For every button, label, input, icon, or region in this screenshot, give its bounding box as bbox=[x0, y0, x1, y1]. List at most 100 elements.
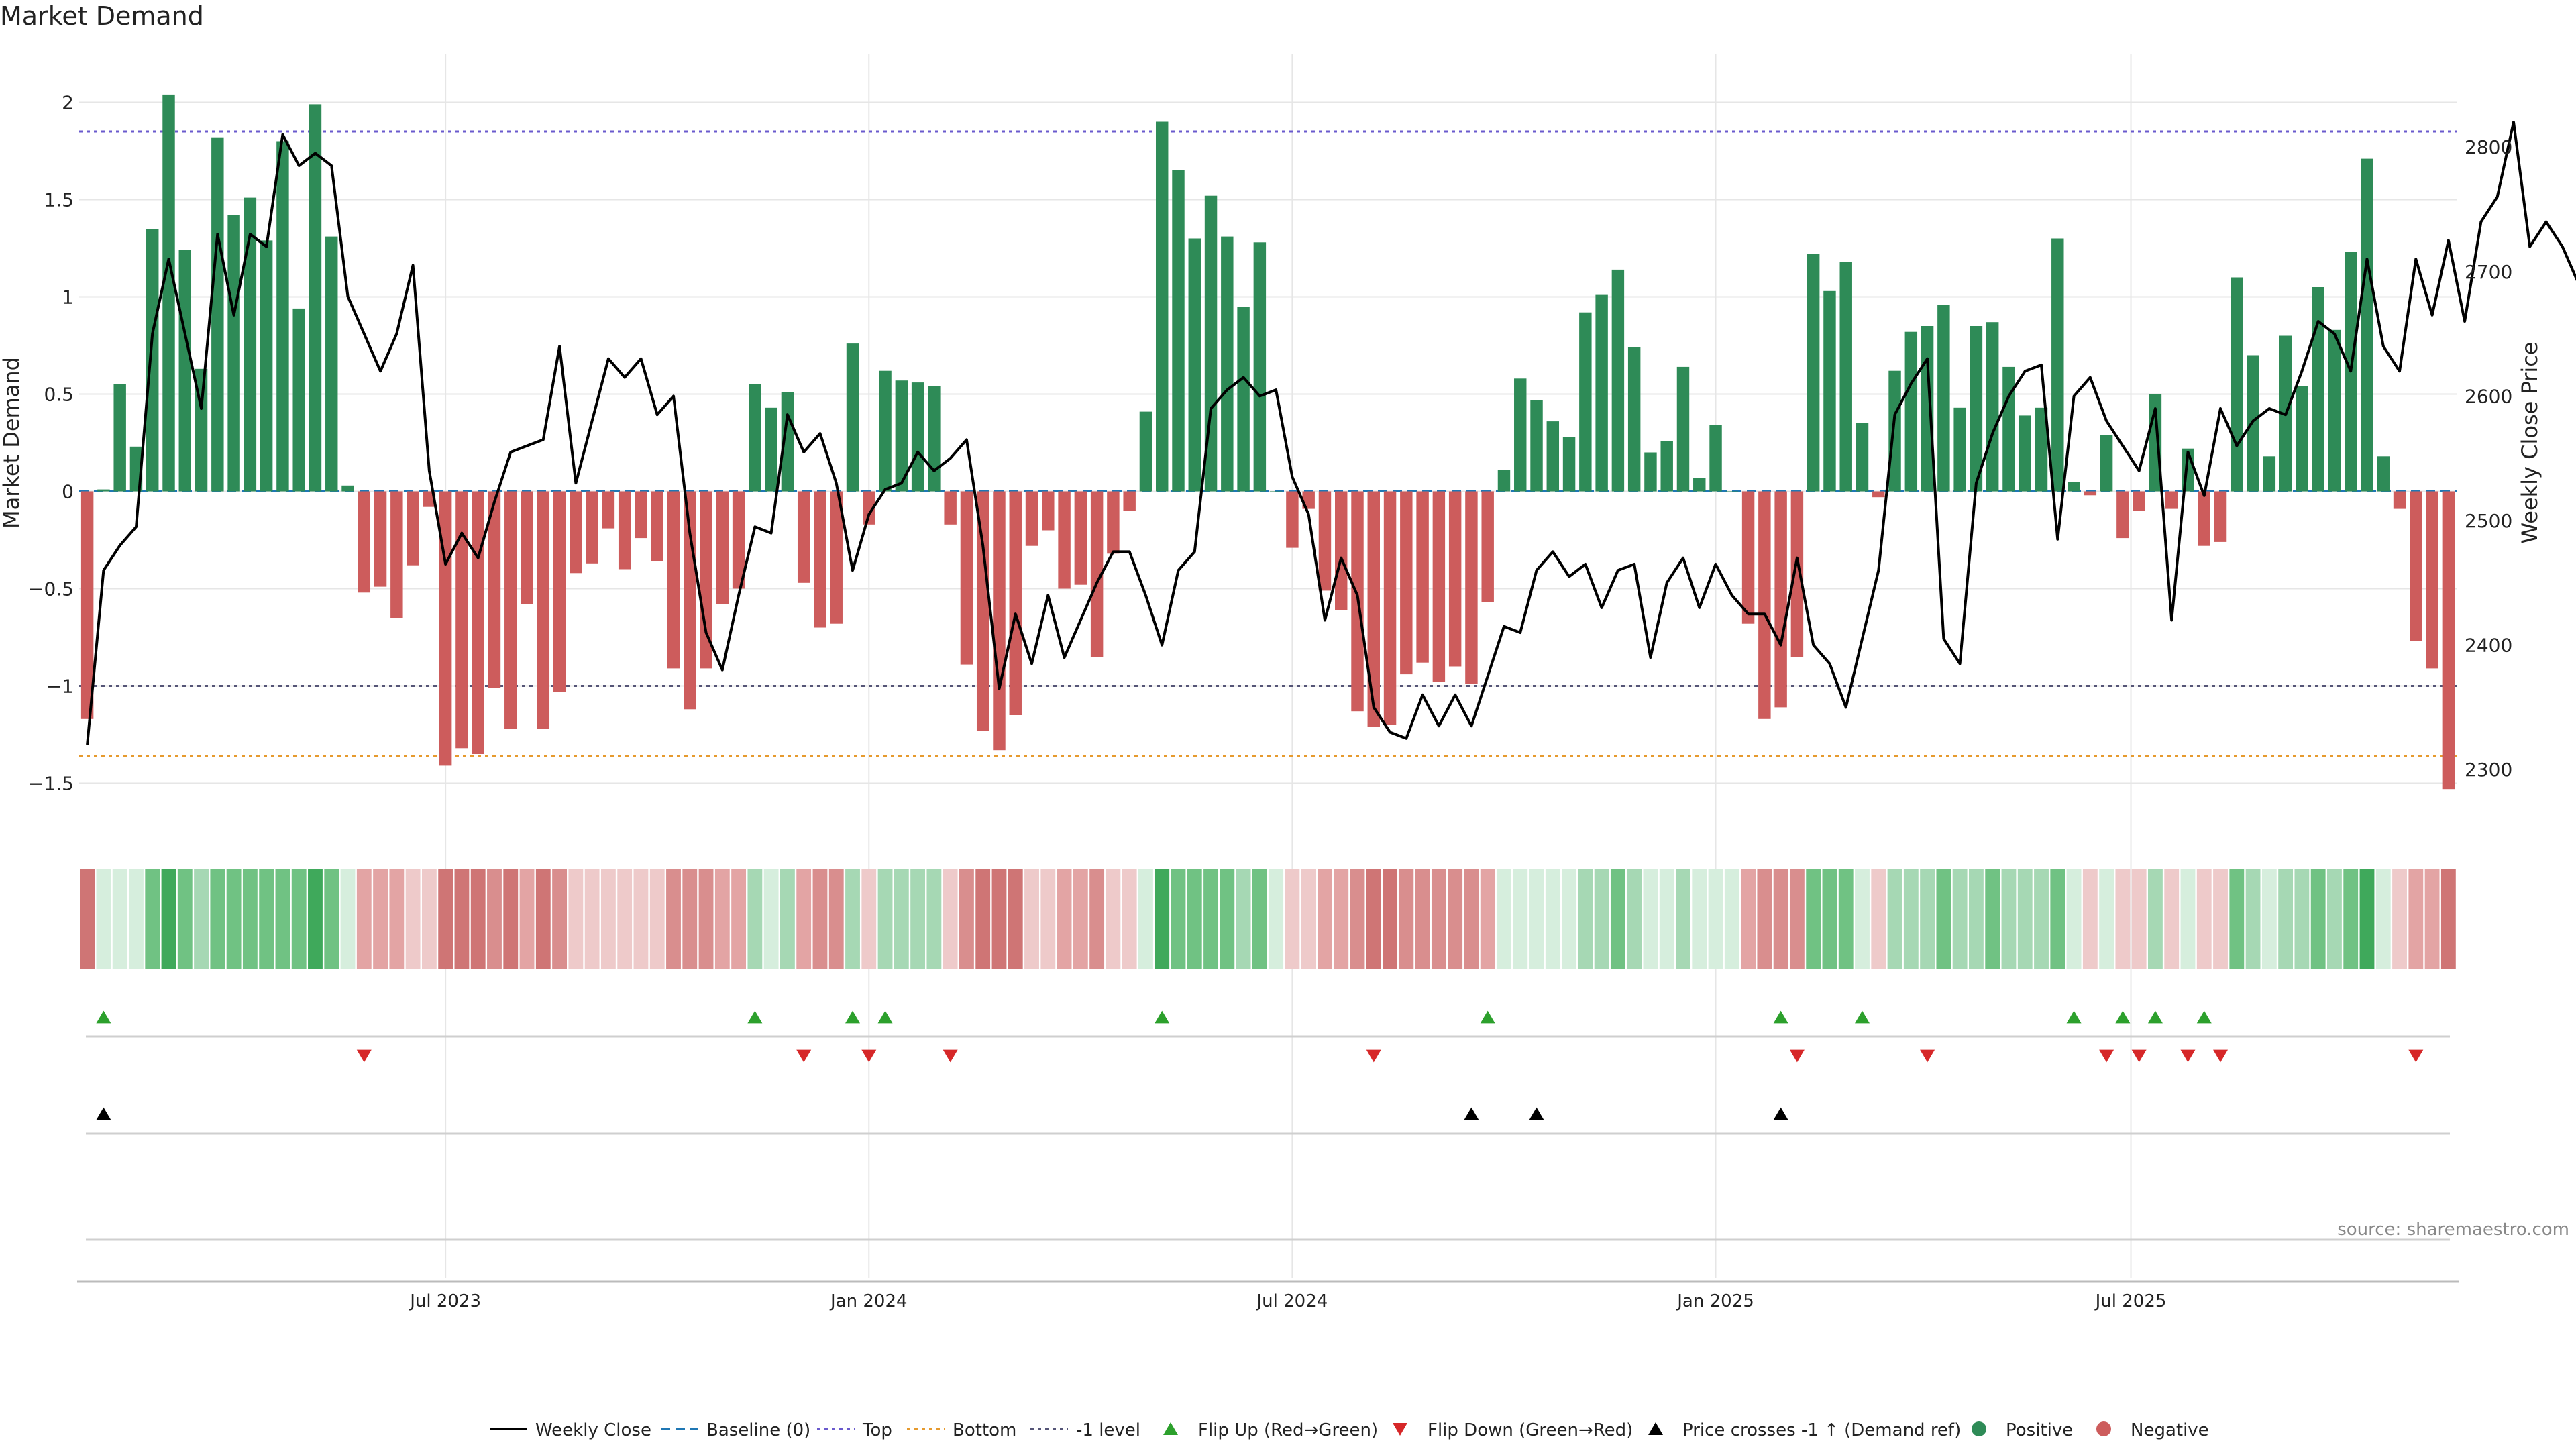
demand-bar bbox=[1693, 478, 1706, 492]
heat-cell bbox=[1578, 869, 1593, 969]
heat-cell bbox=[2440, 869, 2456, 969]
demand-bar bbox=[2296, 386, 2308, 492]
heat-cell bbox=[1838, 869, 1854, 969]
demand-bar bbox=[1937, 305, 1950, 492]
right-tick-label: 2600 bbox=[2465, 385, 2512, 407]
heat-cell bbox=[649, 869, 665, 969]
x-tick-label: Jul 2023 bbox=[409, 1291, 481, 1311]
demand-bar bbox=[1970, 326, 1983, 492]
legend-label: -1 level bbox=[1076, 1420, 1140, 1440]
heat-cell bbox=[535, 869, 551, 969]
flip-up-marker bbox=[2066, 1010, 2082, 1024]
right-tick-label: 2500 bbox=[2465, 510, 2512, 532]
demand-bar bbox=[2426, 491, 2438, 669]
demand-bar bbox=[1514, 378, 1527, 492]
cross-up-marker bbox=[96, 1107, 111, 1120]
heat-cell bbox=[552, 869, 568, 969]
grid-layer bbox=[79, 54, 2457, 1278]
demand-bar bbox=[797, 491, 810, 583]
demand-bar bbox=[667, 491, 680, 669]
heat-cell bbox=[1985, 869, 2000, 969]
heat-cell bbox=[1252, 869, 1267, 969]
heat-cell bbox=[600, 869, 616, 969]
left-axis-label: Market Demand bbox=[0, 357, 24, 529]
heat-cell bbox=[894, 869, 909, 969]
flip-down-marker bbox=[2180, 1049, 2196, 1063]
demand-bar bbox=[504, 491, 517, 729]
demand-bar bbox=[178, 250, 192, 492]
heat-cell bbox=[1448, 869, 1463, 969]
heat-cell bbox=[568, 869, 584, 969]
heat-cell bbox=[2213, 869, 2228, 969]
demand-bar bbox=[1237, 307, 1250, 492]
demand-bar bbox=[1611, 269, 1625, 492]
left-tick-label: 2 bbox=[62, 92, 74, 114]
demand-bar bbox=[374, 491, 387, 587]
heat-cell bbox=[845, 869, 860, 969]
demand-bar bbox=[2263, 456, 2276, 492]
demand-bar bbox=[846, 343, 859, 492]
heat-cell bbox=[1431, 869, 1446, 969]
heat-cell bbox=[2164, 869, 2180, 969]
demand-bar bbox=[1188, 238, 1201, 492]
heat-cell bbox=[324, 869, 339, 969]
heat-cell bbox=[1480, 869, 1495, 969]
demand-bar bbox=[1400, 491, 1413, 675]
demand-bar bbox=[1904, 331, 1918, 492]
demand-bar bbox=[1595, 294, 1608, 492]
flip-up-marker bbox=[747, 1010, 763, 1024]
heat-cell bbox=[1040, 869, 1056, 969]
heat-cell bbox=[1627, 869, 1642, 969]
flip-up-marker bbox=[1855, 1010, 1870, 1024]
demand-bar bbox=[1774, 491, 1787, 708]
weekly-close-line bbox=[86, 121, 2576, 745]
flip-down-marker bbox=[1789, 1049, 1805, 1063]
legend-label: Positive bbox=[2006, 1420, 2073, 1440]
heat-cell bbox=[959, 869, 974, 969]
price-line-layer bbox=[86, 121, 2576, 745]
left-tick-label: 1.5 bbox=[44, 189, 74, 211]
demand-bar bbox=[472, 491, 484, 754]
heat-cell bbox=[487, 869, 502, 969]
heat-cell bbox=[1887, 869, 1902, 969]
heat-cell bbox=[1659, 869, 1674, 969]
legend-label: Baseline (0) bbox=[706, 1420, 810, 1440]
heat-cell bbox=[1285, 869, 1300, 969]
demand-bar bbox=[227, 215, 240, 492]
demand-bar bbox=[2442, 491, 2455, 790]
heat-cell bbox=[438, 869, 453, 969]
heat-cell bbox=[259, 869, 274, 969]
demand-bar bbox=[2231, 277, 2243, 492]
flip-up-marker bbox=[877, 1010, 893, 1024]
heat-cell bbox=[1676, 869, 1690, 969]
demand-bar bbox=[407, 491, 419, 566]
heat-cell bbox=[747, 869, 763, 969]
heat-cell bbox=[1757, 869, 1772, 969]
flip-up-marker bbox=[2115, 1010, 2131, 1024]
heat-cell bbox=[2278, 869, 2294, 969]
heat-cell bbox=[1106, 869, 1121, 969]
demand-bar bbox=[2328, 329, 2341, 492]
flip-down-marker bbox=[1920, 1049, 1935, 1063]
heat-cell bbox=[356, 869, 372, 969]
x-tick-label: Jan 2025 bbox=[1676, 1291, 1754, 1311]
legend-label: Price crosses -1 ↑ (Demand ref) bbox=[1682, 1420, 1961, 1440]
demand-bar bbox=[1562, 437, 1576, 492]
heat-cell bbox=[1415, 869, 1430, 969]
right-axis-label: Weekly Close Price bbox=[2517, 341, 2542, 543]
demand-bar bbox=[1383, 491, 1397, 725]
demand-bar bbox=[651, 491, 663, 561]
chart-title: Market Demand bbox=[0, 1, 204, 31]
demand-bar bbox=[1790, 491, 1804, 657]
reference-lines bbox=[79, 130, 2457, 757]
heat-cell bbox=[226, 869, 241, 969]
heat-cell bbox=[454, 869, 470, 969]
demand-bar bbox=[1546, 421, 1560, 492]
heat-cell bbox=[194, 869, 209, 969]
heat-cell bbox=[80, 869, 95, 969]
heat-cell bbox=[2148, 869, 2163, 969]
heat-cell bbox=[405, 869, 421, 969]
heat-cell bbox=[1057, 869, 1072, 969]
heat-cell bbox=[112, 869, 127, 969]
demand-bar bbox=[1058, 491, 1071, 589]
